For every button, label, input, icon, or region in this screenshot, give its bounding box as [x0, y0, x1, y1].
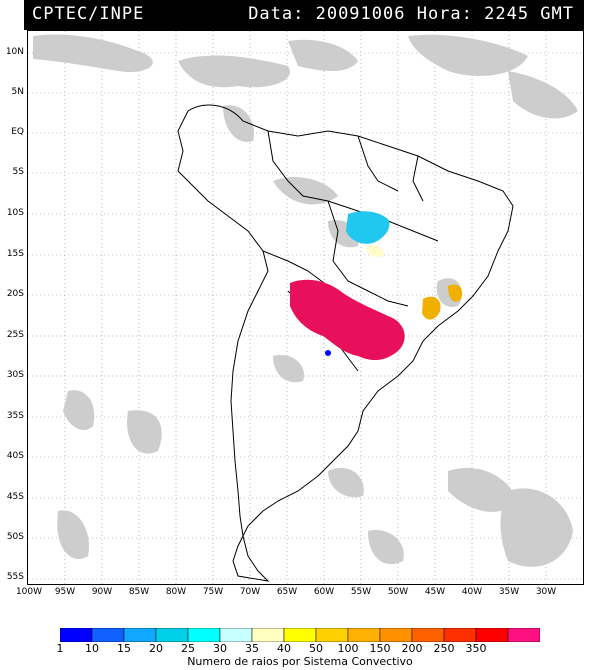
legend-swatch [475, 628, 509, 642]
lon-label: 100W [15, 587, 43, 597]
legend-swatch [347, 628, 381, 642]
legend-swatch [283, 628, 317, 642]
legend-label: 35 [245, 642, 259, 655]
legend-swatch [411, 628, 445, 642]
legend-swatch [187, 628, 221, 642]
legend-swatch [379, 628, 413, 642]
lon-label: 95W [54, 587, 76, 597]
lon-label: 60W [313, 587, 335, 597]
legend-label: 20 [149, 642, 163, 655]
lat-label: 5S [12, 167, 24, 177]
map-panel[interactable] [27, 30, 584, 585]
lat-label: 55S [6, 572, 24, 582]
lat-label: 5N [11, 87, 24, 97]
legend-label: 100 [337, 642, 359, 655]
lat-label: 15S [6, 249, 24, 259]
color-legend-bar [60, 628, 540, 642]
lon-label: 80W [165, 587, 187, 597]
legend-swatch [507, 628, 540, 642]
lat-label: 45S [6, 492, 24, 502]
lon-label: 35W [498, 587, 520, 597]
lon-label: 30W [535, 587, 557, 597]
source-label: CPTEC/INPE [32, 4, 145, 24]
lon-label: 75W [202, 587, 224, 597]
lat-label: 30S [6, 370, 24, 380]
cluster-magenta [290, 279, 405, 361]
map-header: CPTEC/INPE Data: 20091006 Hora: 2245 GMT [24, 0, 584, 30]
legend-label: 50 [309, 642, 323, 655]
map-canvas [28, 31, 583, 584]
cluster-paleyellow [366, 245, 384, 258]
legend-swatch [123, 628, 157, 642]
legend-label: 1 [56, 642, 64, 655]
convective-systems [290, 211, 463, 361]
lon-label: 40W [461, 587, 483, 597]
lat-label: 10N [5, 47, 24, 57]
lon-label: 65W [276, 587, 298, 597]
cluster-yellow-2 [448, 284, 463, 302]
legend-swatch [315, 628, 349, 642]
legend-label: 40 [277, 642, 291, 655]
legend-label: 150 [369, 642, 391, 655]
legend-labels: 1 10 15 20 25 30 35 40 50 100 150 200 25… [57, 642, 540, 655]
date-time-label: Data: 20091006 Hora: 2245 GMT [248, 4, 574, 24]
lon-label: 50W [387, 587, 409, 597]
lon-label: 85W [128, 587, 150, 597]
lon-label: 90W [91, 587, 113, 597]
legend-label: 25 [181, 642, 195, 655]
cluster-blue-dot [325, 350, 331, 356]
legend-swatch [60, 628, 93, 642]
cloud-cover [33, 34, 578, 567]
lat-label: 25S [6, 330, 24, 340]
cluster-cyan [346, 211, 390, 244]
legend-swatch [91, 628, 125, 642]
legend-label: 15 [117, 642, 131, 655]
legend-label: 10 [85, 642, 99, 655]
legend-label: 250 [433, 642, 455, 655]
lon-label: 45W [424, 587, 446, 597]
lat-label: EQ [11, 127, 24, 137]
legend-swatch [443, 628, 477, 642]
lat-label: 20S [6, 289, 24, 299]
legend-title: Numero de raios por Sistema Convectivo [187, 655, 413, 668]
legend-swatch [251, 628, 285, 642]
legend-label: 200 [401, 642, 423, 655]
lon-label: 70W [239, 587, 261, 597]
lat-label: 35S [6, 411, 24, 421]
legend-swatch [219, 628, 253, 642]
legend-swatch [155, 628, 189, 642]
legend-label: 30 [213, 642, 227, 655]
cluster-yellow-1 [422, 296, 441, 320]
lat-label: 50S [6, 532, 24, 542]
lat-label: 40S [6, 451, 24, 461]
lat-label: 10S [6, 208, 24, 218]
lon-label: 55W [350, 587, 372, 597]
legend-label: 350 [465, 642, 487, 655]
